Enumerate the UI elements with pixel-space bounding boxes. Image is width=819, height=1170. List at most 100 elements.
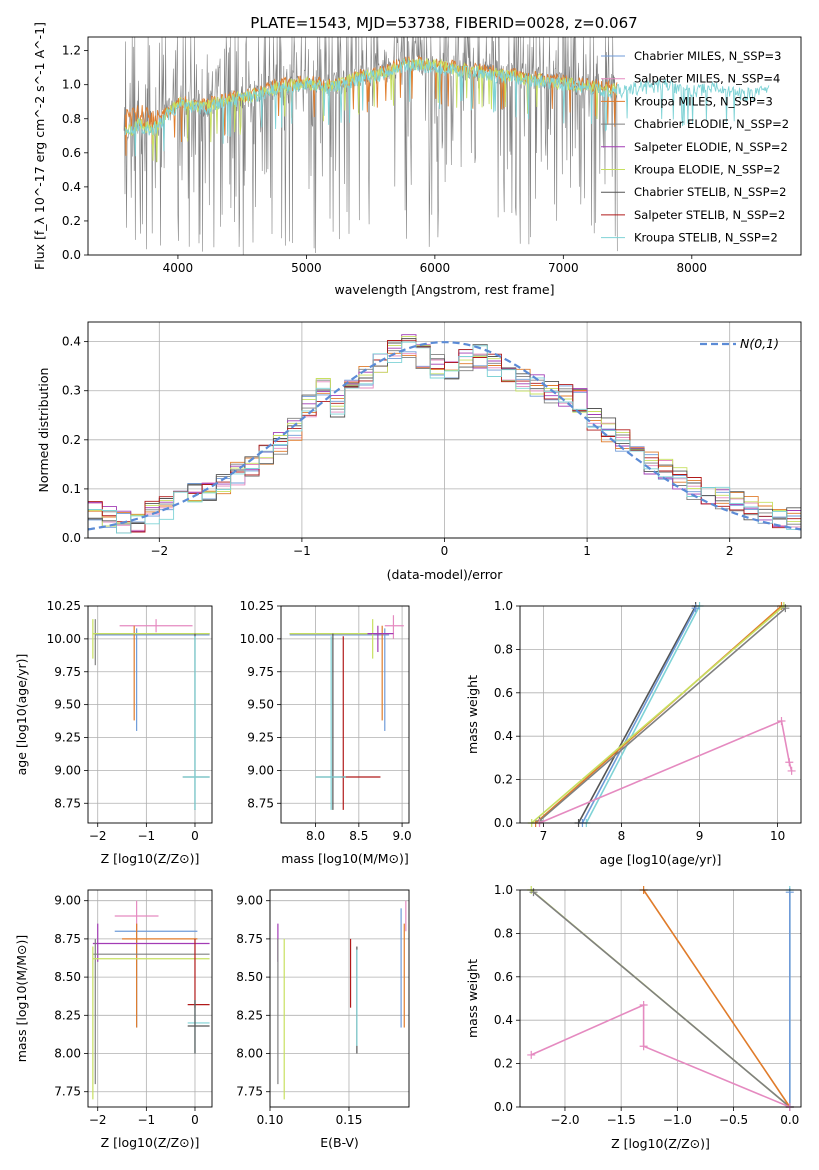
- y-tick-label: 8.75: [54, 796, 81, 810]
- y-axis-label: mass weight: [465, 675, 480, 754]
- legend-label: Salpeter ELODIE, N_SSP=2: [634, 140, 788, 154]
- x-tick-label: −2: [89, 829, 107, 843]
- x-tick-label: 0.10: [257, 1113, 284, 1127]
- y-axis-label: age [log10(age/yr)]: [14, 654, 29, 776]
- y-axis-label: mass weight: [465, 959, 480, 1038]
- x-tick-label: −1.0: [663, 1113, 692, 1127]
- plot-frame: [87, 36, 802, 256]
- residuals-panel: −2 −1 0 1 2 0.0 0.1 0.2 0.3 0.4 (data-model)/error…: [36, 321, 802, 582]
- mass-weight-line: [585, 605, 701, 824]
- x-axis-label: E(B-V): [320, 1135, 359, 1150]
- y-tick-label: 0.8: [494, 926, 513, 940]
- y-tick-label: 0.0: [494, 1100, 513, 1114]
- x-tick-label: 7: [540, 829, 548, 843]
- mass-weight-line: [581, 607, 697, 824]
- x-axis-label: Z [log10(Z/Z⊙)]: [101, 851, 200, 866]
- y-tick-label: 8.25: [54, 1008, 81, 1022]
- mass-weight-marker: [691, 604, 700, 613]
- mass-weight-line: [539, 719, 793, 824]
- x-tick-label: 8.5: [349, 829, 368, 843]
- y-tick-label: 9.25: [247, 731, 274, 745]
- mass-weight-marker: [639, 1001, 648, 1010]
- y-tick-label: 8.75: [236, 932, 263, 946]
- y-tick-label: 9.75: [247, 665, 274, 679]
- age-vs-mass-panel: 8.0 8.5 9.0 8.75 9.00 9.25 9.50 9.75 10.00 10.25 m…: [240, 599, 412, 866]
- y-tick-label: 0.4: [494, 1013, 513, 1027]
- x-tick-label: 8: [618, 829, 626, 843]
- x-tick-label: 5000: [291, 261, 322, 275]
- x-tick-label: −1: [138, 829, 156, 843]
- y-tick-label: 0.0: [494, 816, 513, 830]
- y-tick-label: 0.2: [494, 1057, 513, 1071]
- x-tick-label: 7000: [548, 261, 579, 275]
- legend-label: N(0,1): [740, 336, 779, 351]
- y-tick-label: 8.00: [236, 1047, 263, 1061]
- mass-weight-vs-metallicity-panel: −2.0 −1.5 −1.0 −0.5 0.0 0.0 0.2 0.4 0.6 0.8 1.0 Z […: [465, 883, 802, 1151]
- mass-weight-line: [532, 891, 791, 1108]
- x-tick-label: 6000: [420, 261, 451, 275]
- mass-weight-line: [538, 607, 786, 822]
- legend-label: Kroupa ELODIE, N_SSP=2: [634, 163, 780, 177]
- x-tick-label: 2: [726, 544, 734, 558]
- x-tick-label: 10: [770, 829, 785, 843]
- mass-weight-marker: [529, 888, 538, 897]
- plot-frame: [269, 889, 410, 1108]
- y-tick-label: 8.50: [236, 970, 263, 984]
- legend-label: Chabrier STELIB, N_SSP=2: [634, 185, 786, 199]
- legend-label: Kroupa STELIB, N_SSP=2: [634, 231, 778, 245]
- x-tick-label: −2: [150, 544, 168, 558]
- y-tick-label: 0.2: [494, 773, 513, 787]
- y-tick-label: 1.0: [494, 599, 513, 613]
- normal-curve: [87, 341, 802, 531]
- mass-weight-marker: [639, 1042, 648, 1051]
- mass-weight-line: [577, 605, 697, 824]
- y-tick-label: 8.75: [247, 796, 274, 810]
- plot-frame: [519, 889, 802, 1108]
- y-tick-label: 0.8: [494, 642, 513, 656]
- y-tick-label: 0.4: [494, 729, 513, 743]
- mass-weight-marker: [787, 766, 796, 775]
- legend-label: Chabrier ELODIE, N_SSP=2: [634, 117, 789, 131]
- x-tick-label: −2.0: [550, 1113, 579, 1127]
- y-axis-label: mass [log10(M/M⊙)]: [14, 935, 29, 1063]
- x-tick-label: −0.5: [719, 1113, 748, 1127]
- plot-frame: [280, 605, 410, 824]
- x-axis-label: wavelength [Angstrom, rest frame]: [334, 282, 554, 297]
- y-tick-label: 7.75: [54, 1085, 81, 1099]
- plot-frame: [87, 321, 802, 539]
- x-tick-label: −1: [138, 1113, 156, 1127]
- y-tick-label: 10.25: [240, 599, 274, 613]
- x-tick-label: 4000: [163, 261, 194, 275]
- y-tick-label: 7.75: [236, 1085, 263, 1099]
- y-tick-label: 0.4: [62, 180, 81, 194]
- plot-frame: [87, 889, 213, 1108]
- y-axis-label: Flux [f_λ 10^-17 erg cm^-2 s^-1 A^-1]: [32, 22, 47, 270]
- residual-histogram: [88, 341, 801, 534]
- x-tick-label: −1: [293, 544, 311, 558]
- x-axis-label: (data-model)/error: [387, 567, 504, 582]
- plot-frame: [519, 605, 802, 824]
- y-tick-label: 9.50: [247, 698, 274, 712]
- x-tick-label: 0.0: [780, 1113, 799, 1127]
- y-tick-label: 10.00: [47, 632, 81, 646]
- x-tick-label: 9: [696, 829, 704, 843]
- y-tick-label: 0.2: [62, 214, 81, 228]
- mass-weight-line: [642, 889, 791, 1108]
- y-tick-label: 0.6: [62, 146, 81, 160]
- spectrum-panel: 4000 5000 6000 7000 8000 0.0 0.2 0.4 0.6 0.8 1.0 1.…: [32, 22, 802, 297]
- y-tick-label: 10.25: [47, 599, 81, 613]
- y-tick-label: 8.25: [236, 1008, 263, 1022]
- x-tick-label: 8.0: [306, 829, 325, 843]
- x-axis-label: Z [log10(Z/Z⊙)]: [611, 1136, 710, 1151]
- y-tick-label: 0.3: [62, 384, 81, 398]
- y-tick-label: 0.1: [62, 482, 81, 496]
- y-tick-label: 9.25: [54, 731, 81, 745]
- x-tick-label: 1: [583, 544, 591, 558]
- legend-label: Kroupa MILES, N_SSP=3: [634, 94, 773, 108]
- y-tick-label: 1.0: [62, 78, 81, 92]
- model-spectrum: [124, 58, 770, 157]
- y-tick-label: 10.00: [240, 632, 274, 646]
- x-tick-label: −2: [89, 1113, 107, 1127]
- mass-weight-marker: [777, 717, 786, 726]
